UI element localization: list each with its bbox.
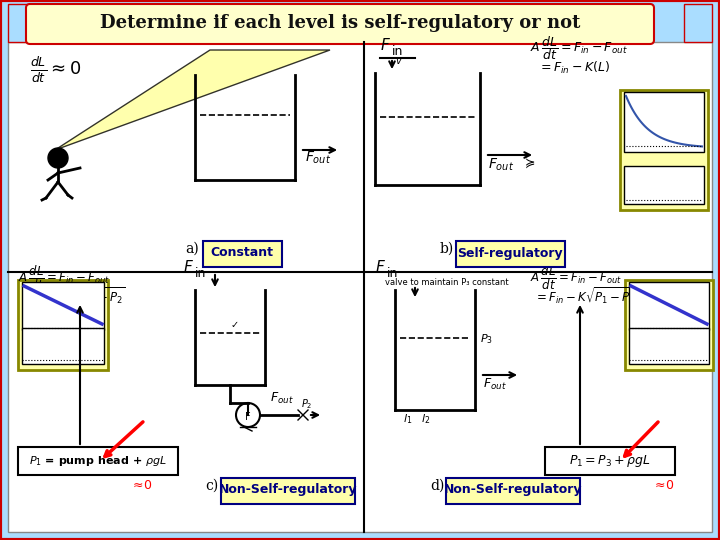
- Text: $P_1 = P_3 + \rho gL$: $P_1 = P_3 + \rho gL$: [569, 453, 651, 469]
- FancyBboxPatch shape: [26, 4, 654, 44]
- Bar: [22, 328, 104, 364]
- Text: $= F_{in} - K\sqrt{P_1 - P_2}$: $= F_{in} - K\sqrt{P_1 - P_2}$: [534, 285, 638, 306]
- Text: $l_1$: $l_1$: [403, 412, 413, 426]
- Text: $l_2$: $l_2$: [421, 412, 431, 426]
- Text: a): a): [185, 242, 199, 256]
- Bar: [624, 166, 704, 204]
- Text: $F_{out}$: $F_{out}$: [305, 150, 331, 166]
- Text: d): d): [430, 479, 444, 493]
- Bar: [545, 447, 675, 475]
- Text: Constant: Constant: [210, 246, 274, 260]
- Text: $\frac{dL}{dt} \approx 0$: $\frac{dL}{dt} \approx 0$: [30, 55, 81, 85]
- Bar: [684, 4, 712, 42]
- Circle shape: [48, 148, 68, 168]
- Circle shape: [236, 403, 260, 427]
- Bar: [18, 280, 108, 370]
- Text: $\succcurlyeq$: $\succcurlyeq$: [522, 157, 536, 170]
- Text: F: F: [246, 412, 251, 422]
- Text: $\approx\! 0$: $\approx\! 0$: [130, 479, 153, 492]
- Text: $P_1$ = pump head + $\rho gL$: $P_1$ = pump head + $\rho gL$: [29, 454, 167, 468]
- FancyBboxPatch shape: [221, 478, 355, 504]
- Text: Self-regulatory: Self-regulatory: [457, 246, 563, 260]
- Text: $= F_{in} - K\sqrt{P_1 - P_2}$: $= F_{in} - K\sqrt{P_1 - P_2}$: [22, 285, 126, 306]
- Text: $v$: $v$: [395, 56, 403, 66]
- Bar: [629, 328, 709, 364]
- Text: $F$: $F$: [183, 259, 194, 275]
- Bar: [620, 90, 708, 210]
- FancyBboxPatch shape: [456, 241, 565, 267]
- Bar: [629, 282, 709, 330]
- Text: b): b): [440, 242, 454, 256]
- Bar: [8, 4, 36, 42]
- Text: in: in: [195, 267, 207, 280]
- Text: $A\,\dfrac{dL}{dt} = F_{in} - F_{out}$: $A\,\dfrac{dL}{dt} = F_{in} - F_{out}$: [530, 35, 628, 62]
- FancyBboxPatch shape: [446, 478, 580, 504]
- Text: $F$: $F$: [375, 259, 386, 275]
- Text: valve to maintain P₃ constant: valve to maintain P₃ constant: [385, 278, 508, 287]
- Text: $P_3$: $P_3$: [480, 332, 493, 346]
- Text: Non-Self-regulatory: Non-Self-regulatory: [444, 483, 582, 496]
- Text: $A\,\dfrac{dL}{dt} = F_{in} - F_{out}$: $A\,\dfrac{dL}{dt} = F_{in} - F_{out}$: [530, 265, 622, 292]
- Bar: [625, 280, 713, 370]
- Text: $F_{out}$: $F_{out}$: [483, 377, 507, 392]
- Text: in: in: [387, 267, 398, 280]
- Text: $F_{out}$: $F_{out}$: [488, 157, 514, 173]
- Text: $P_2$: $P_2$: [301, 397, 312, 411]
- Text: Determine if each level is self-regulatory or not: Determine if each level is self-regulato…: [100, 14, 580, 32]
- Bar: [624, 92, 704, 152]
- Text: $\approx\! 0$: $\approx\! 0$: [652, 479, 675, 492]
- Text: $A\,\dfrac{dL}{dt} = F_{in} - F_{out}$: $A\,\dfrac{dL}{dt} = F_{in} - F_{out}$: [18, 265, 110, 292]
- Text: $F_{out}$: $F_{out}$: [270, 391, 294, 406]
- Polygon shape: [55, 50, 330, 150]
- Text: $= F_{in} - K(L)$: $= F_{in} - K(L)$: [538, 60, 610, 76]
- Bar: [18, 447, 178, 475]
- Text: c): c): [205, 479, 218, 493]
- Text: Non-Self-regulatory: Non-Self-regulatory: [219, 483, 357, 496]
- Text: in: in: [392, 45, 403, 58]
- FancyBboxPatch shape: [203, 241, 282, 267]
- Text: $F$: $F$: [380, 37, 391, 53]
- Text: $\checkmark$: $\checkmark$: [230, 319, 238, 329]
- Bar: [22, 282, 104, 330]
